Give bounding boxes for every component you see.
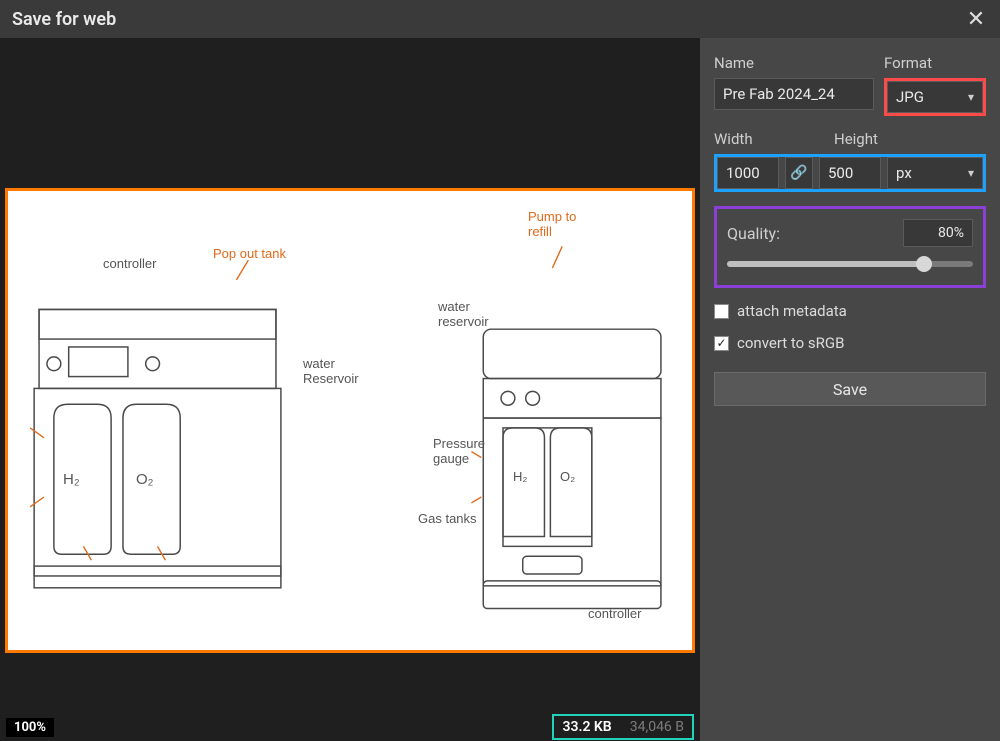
format-value: JPG (896, 88, 924, 106)
height-value: 500 (828, 164, 853, 182)
slider-thumb[interactable] (916, 256, 932, 272)
name-label: Name (714, 54, 874, 72)
sketch-label: O₂ (560, 469, 575, 484)
unit-select[interactable]: px ▾ (887, 157, 983, 189)
chevron-down-icon: ▾ (968, 90, 974, 104)
dialog-body: controller Pop out tank water Reservoir … (0, 38, 1000, 741)
sketch-label: H₂ (63, 471, 80, 488)
dialog-title: Save for web (12, 9, 116, 30)
height-label: Height (834, 130, 878, 148)
settings-panel: Name Pre Fab 2024_24 Format JPG ▾ Width … (700, 38, 1000, 741)
quality-value: 80% (938, 225, 964, 241)
quality-label: Quality: (727, 224, 780, 243)
slider-fill (727, 261, 924, 267)
sketch-label: Pressure gauge (433, 436, 485, 466)
filesize-bytes: 34,046 B (630, 719, 684, 735)
width-value: 1000 (726, 164, 760, 182)
save-button-label: Save (833, 380, 867, 399)
format-select[interactable]: JPG ▾ (887, 81, 983, 113)
quality-highlight: Quality: 80% (714, 206, 986, 288)
sketch-label: H₂ (513, 469, 527, 484)
sketch-label: water Reservoir (303, 356, 359, 386)
name-value: Pre Fab 2024_24 (723, 85, 835, 103)
preview-image: controller Pop out tank water Reservoir … (5, 188, 695, 653)
attach-metadata-label: attach metadata (737, 302, 847, 320)
dimensions-highlight: 1000 🔗 500 px ▾ (714, 154, 986, 192)
dialog-titlebar: Save for web ✕ (0, 0, 1000, 38)
filesize-badge: 33.2 KB 34,046 B (552, 714, 694, 740)
sketch-label: Pop out tank (213, 246, 286, 261)
width-input[interactable]: 1000 (717, 157, 779, 189)
preview-area: controller Pop out tank water Reservoir … (0, 38, 700, 713)
attach-metadata-checkbox[interactable] (714, 304, 729, 319)
save-button[interactable]: Save (714, 372, 986, 406)
sketch-label: controller (103, 256, 156, 271)
zoom-level[interactable]: 100% (6, 718, 54, 737)
sketch-label: Pump to refill (528, 209, 576, 239)
sketch-label: controller (588, 606, 641, 621)
preview-statusbar: 100% 33.2 KB 34,046 B (0, 713, 700, 741)
name-input[interactable]: Pre Fab 2024_24 (714, 78, 874, 110)
convert-srgb-row[interactable]: ✓ convert to sRGB (714, 334, 986, 352)
attach-metadata-row[interactable]: attach metadata (714, 302, 986, 320)
quality-input[interactable]: 80% (903, 219, 973, 247)
chevron-down-icon: ▾ (968, 166, 974, 180)
width-label: Width (714, 130, 824, 148)
convert-srgb-label: convert to sRGB (737, 334, 844, 352)
link-aspect-icon[interactable]: 🔗 (785, 157, 813, 189)
format-label: Format (884, 54, 986, 72)
close-icon[interactable]: ✕ (964, 7, 988, 32)
convert-srgb-checkbox[interactable]: ✓ (714, 336, 729, 351)
format-highlight: JPG ▾ (884, 78, 986, 116)
sketch-label: Gas tanks (418, 511, 477, 526)
filesize-kb: 33.2 KB (562, 719, 611, 735)
sketch-label: O₂ (136, 471, 154, 488)
height-input[interactable]: 500 (819, 157, 881, 189)
sketch-label: water reservoir (438, 299, 489, 329)
check-icon: ✓ (716, 336, 726, 350)
quality-slider[interactable] (727, 257, 973, 271)
preview-pane: controller Pop out tank water Reservoir … (0, 38, 700, 741)
unit-value: px (896, 164, 912, 182)
